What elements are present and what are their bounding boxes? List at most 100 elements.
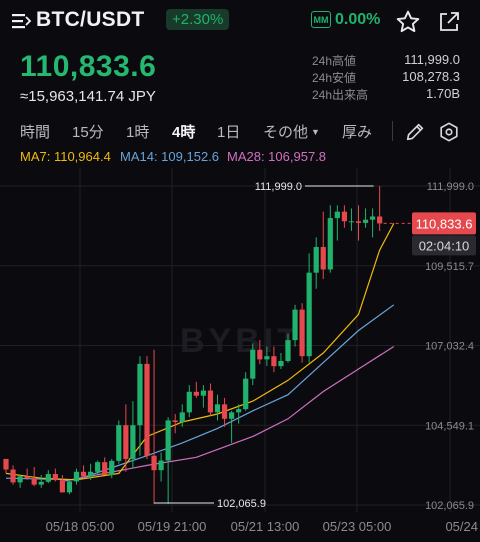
candle-body [200,390,206,396]
ma7-legend: MA7: 110,964.4 [20,149,111,164]
candle-body [95,462,101,472]
x-tick-label: 05/18 05:00 [46,519,115,534]
y-tick-label: 102,065.9 [425,500,474,512]
candle-body [292,309,298,341]
x-tick-label: 05/24 [445,519,478,534]
candle-body [377,216,383,224]
candle-body [10,469,16,483]
last-price-badge-label: 110,833.6 [416,216,473,231]
x-tick-label: 05/23 05:00 [323,519,392,534]
candle-body [214,404,221,413]
candle-body [130,425,136,459]
jpy-equivalent: ≈15,963,141.74 JPY [20,88,156,105]
low-marker-label: 102,065.9 [217,498,266,510]
pair-title[interactable]: BTC/USDT [36,8,145,31]
candle-body [229,412,235,419]
candle-body [334,211,340,219]
candle-body [257,349,263,360]
candle-body [73,471,80,482]
candle-body [250,349,256,379]
y-tick-label: 109,515.7 [425,261,474,273]
candle-body [88,471,94,477]
y-tick-label: 107,032.4 [425,341,474,353]
candle-body [221,404,228,419]
candle-body [165,420,171,461]
tab-1h[interactable]: 1時 [126,124,150,141]
tab-15min[interactable]: 15分 [72,124,104,141]
stat-value-low: 108,278.3 [402,69,460,84]
x-tick-label: 05/19 21:00 [138,519,207,534]
candle-body [3,458,9,470]
candlestick-chart[interactable]: 111,999.0 109,515.7 107,032.4 104,549.1 102,… [0,168,480,542]
candle-body [151,455,157,471]
last-price-badge [412,212,476,235]
candle-body [186,391,192,413]
x-tick-label: 05/21 13:00 [231,519,300,534]
high-marker-label: 111,999.0 [255,181,302,193]
candle-body [17,476,23,483]
candle-body [355,221,362,223]
candle-body [362,219,369,223]
candle-body [172,420,178,423]
candle-body [370,216,376,220]
ma14-legend: MA14: 109,152.6 [120,149,220,164]
stat-value-volume: 1.70B [426,86,460,101]
candle-body [144,363,150,456]
y-tick-label: 104,549.1 [425,420,474,432]
candle-body [264,356,270,360]
candle-body [52,474,58,481]
candle-body [285,340,291,361]
ma14-line [5,304,395,481]
toolbar-divider [392,121,393,141]
candle-body [38,481,44,485]
tab-more-label: その他 [263,124,309,141]
tab-4h[interactable]: 4時 [172,124,196,141]
candle-body [320,246,326,270]
candle-body [236,409,242,413]
candle-body [348,221,355,223]
menu-lines-icon[interactable] [12,12,32,30]
stat-label-high: 24h高値 [312,54,357,68]
candle-body [116,425,122,461]
stat-label-low: 24h安値 [312,71,357,85]
mm-icon: MM [311,11,331,28]
candle-body [179,412,185,423]
candle-body [137,363,143,426]
last-price: 110,833.6 [20,50,157,83]
tab-time[interactable]: 時間 [20,124,51,141]
candle-body [31,478,37,485]
candle-body [278,360,284,367]
tab-more[interactable]: その他 ▼ [263,121,320,142]
exchange-watermark: BYBIT [180,322,302,360]
stat-label-volume: 24h出来高 [312,88,369,102]
candle-body [341,211,347,222]
candle-body [243,378,249,410]
candle-body [313,246,319,273]
external-link-icon[interactable] [437,10,461,34]
countdown-label: 02:04:10 [419,238,470,253]
candle-body [66,481,73,493]
candle-body [306,272,312,357]
stat-value-high: 111,999.0 [404,52,460,67]
candle-body [80,471,87,477]
tab-1d[interactable]: 1日 [217,124,241,141]
candle-body [45,474,51,482]
candle-body [327,218,333,270]
candle-body [102,462,108,476]
star-icon[interactable] [395,9,421,35]
candle-body [24,476,30,479]
candle-body [193,391,199,396]
pencil-icon[interactable] [404,121,426,143]
tab-depth[interactable]: 厚み [342,124,373,141]
candle-body [123,425,129,459]
candle-body [207,390,214,413]
y-tick-label: 111,999.0 [427,181,474,193]
countdown-badge [412,235,476,256]
candle-body [109,460,115,476]
mm-value: 0.00% [335,11,381,28]
candle-body [271,356,277,367]
settings-hex-icon[interactable] [438,121,460,143]
ma28-legend: MA28: 106,957.8 [227,149,327,164]
caret-down-icon: ▼ [311,127,320,137]
candle-body [158,460,164,471]
